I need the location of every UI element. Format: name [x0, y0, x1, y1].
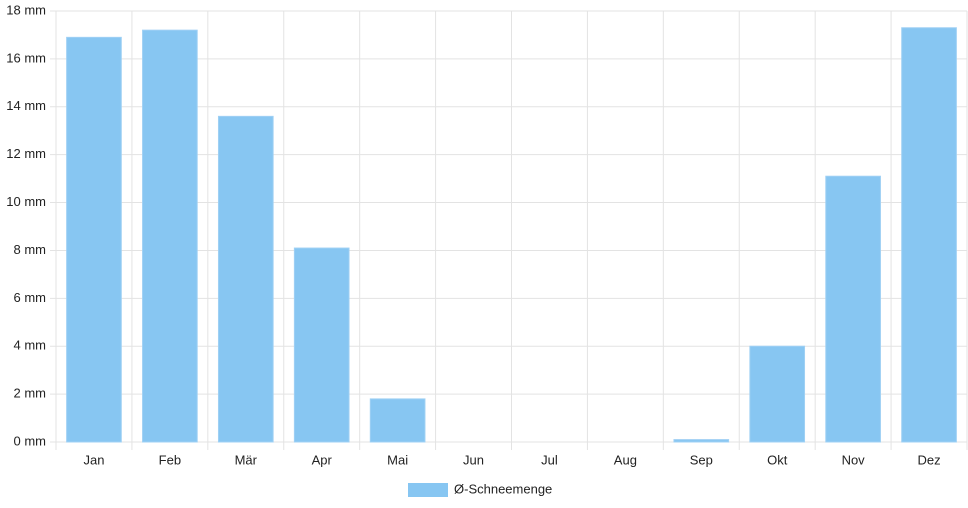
y-tick-label: 6 mm	[14, 290, 47, 305]
x-tick-label: Jun	[463, 452, 484, 467]
bar	[142, 29, 198, 443]
bar	[825, 175, 881, 443]
y-tick-label: 12 mm	[6, 146, 46, 161]
y-tick-label: 18 mm	[6, 2, 46, 17]
bar	[369, 398, 426, 443]
bar	[749, 345, 806, 443]
x-tick-label: Dez	[917, 452, 940, 467]
bar	[901, 27, 957, 443]
x-tick-label: Okt	[767, 452, 788, 467]
y-tick-label: 14 mm	[6, 98, 46, 113]
bar	[673, 439, 730, 443]
x-tick-label: Nov	[842, 452, 866, 467]
y-tick-label: 2 mm	[14, 386, 47, 401]
bar	[217, 115, 274, 443]
x-tick-label: Jan	[83, 452, 104, 467]
y-tick-label: 8 mm	[14, 242, 47, 257]
y-tick-label: 0 mm	[14, 433, 47, 448]
y-tick-label: 4 mm	[14, 338, 47, 353]
x-tick-label: Mai	[387, 452, 408, 467]
x-tick-label: Aug	[614, 452, 637, 467]
x-tick-label: Feb	[159, 452, 181, 467]
legend-swatch	[408, 483, 448, 497]
bar	[293, 247, 350, 443]
legend-label: Ø-Schneemenge	[454, 481, 552, 496]
y-tick-label: 16 mm	[6, 50, 46, 65]
y-tick-label: 10 mm	[6, 194, 46, 209]
x-tick-label: Mär	[235, 452, 258, 467]
x-tick-label: Jul	[541, 452, 558, 467]
x-tick-label: Sep	[690, 452, 713, 467]
x-tick-label: Apr	[312, 452, 333, 467]
bar	[66, 36, 122, 443]
